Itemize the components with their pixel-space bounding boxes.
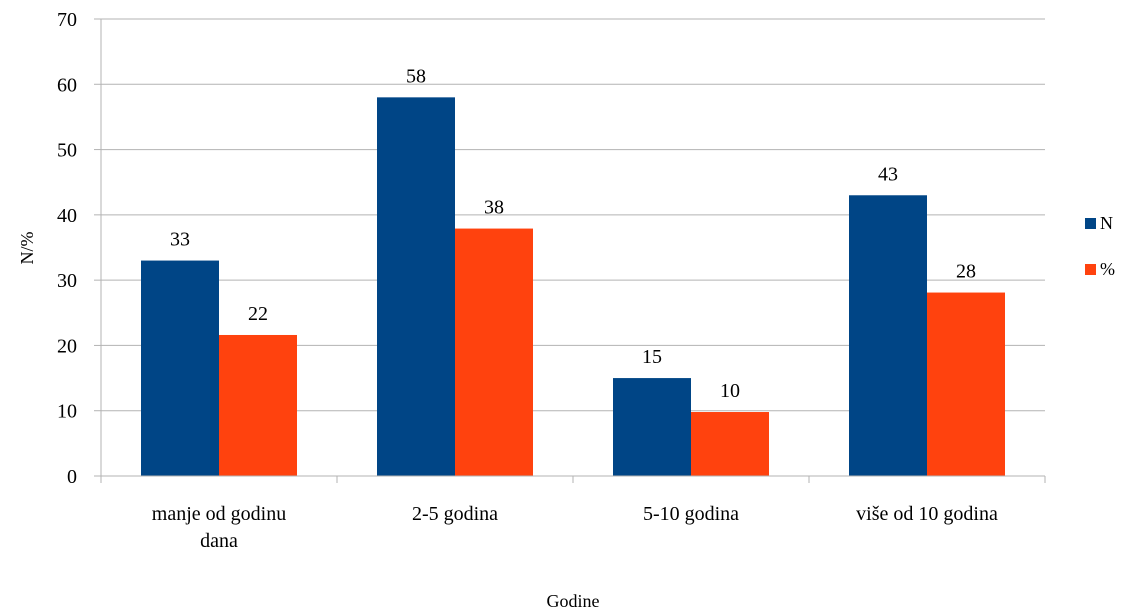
y-tick-label: 20 — [57, 335, 77, 357]
x-tick-label: više od 10 godina — [856, 503, 998, 525]
y-axis-title: N/% — [17, 232, 37, 265]
y-tick-label: 60 — [57, 74, 77, 96]
x-tick-label: manje od godinu dana — [152, 503, 286, 552]
data-label: 28 — [956, 261, 976, 283]
y-tick-label: 10 — [57, 401, 77, 423]
y-tick-label: 50 — [57, 140, 77, 162]
data-label: 22 — [248, 303, 268, 325]
bar — [377, 97, 455, 476]
data-label: 10 — [720, 380, 740, 402]
x-tick-label: 2-5 godina — [412, 503, 498, 525]
legend-swatch — [1085, 264, 1096, 275]
x-axis-title: Godine — [547, 591, 600, 611]
data-label: 58 — [406, 65, 426, 87]
data-label: 38 — [484, 197, 504, 219]
bar — [219, 334, 297, 476]
bar — [455, 228, 533, 476]
data-labels: 33 22 58 38 15 10 43 28 — [170, 65, 976, 402]
data-label: 33 — [170, 229, 190, 251]
y-tick-label: 40 — [57, 205, 77, 227]
data-label: 43 — [878, 163, 898, 185]
category-labels: manje od godinu dana 2-5 godina 5-10 godina… — [152, 503, 998, 552]
y-tick-label: 70 — [57, 9, 77, 31]
data-label: 15 — [642, 346, 662, 368]
y-tick-label: 30 — [57, 270, 77, 292]
legend-label: N — [1100, 213, 1113, 233]
legend: N% — [1085, 213, 1115, 279]
bar — [691, 412, 769, 476]
y-tick-label: 0 — [67, 466, 77, 488]
axes — [100, 19, 1046, 483]
bar — [927, 292, 1005, 476]
y-axis-ticks: 0 10 20 30 40 50 60 70 — [57, 9, 101, 488]
legend-swatch — [1085, 218, 1096, 229]
bar — [141, 260, 219, 476]
legend-label: % — [1100, 259, 1115, 279]
bar — [613, 378, 691, 476]
bars — [141, 97, 1005, 476]
bar — [849, 195, 927, 476]
x-tick-label: 5-10 godina — [643, 503, 739, 525]
